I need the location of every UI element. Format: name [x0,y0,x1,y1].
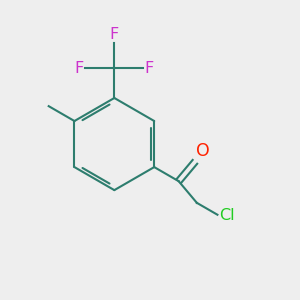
Text: Cl: Cl [219,208,235,223]
Text: F: F [145,61,154,76]
Text: F: F [74,61,84,76]
Text: O: O [196,142,210,160]
Text: F: F [110,26,119,41]
